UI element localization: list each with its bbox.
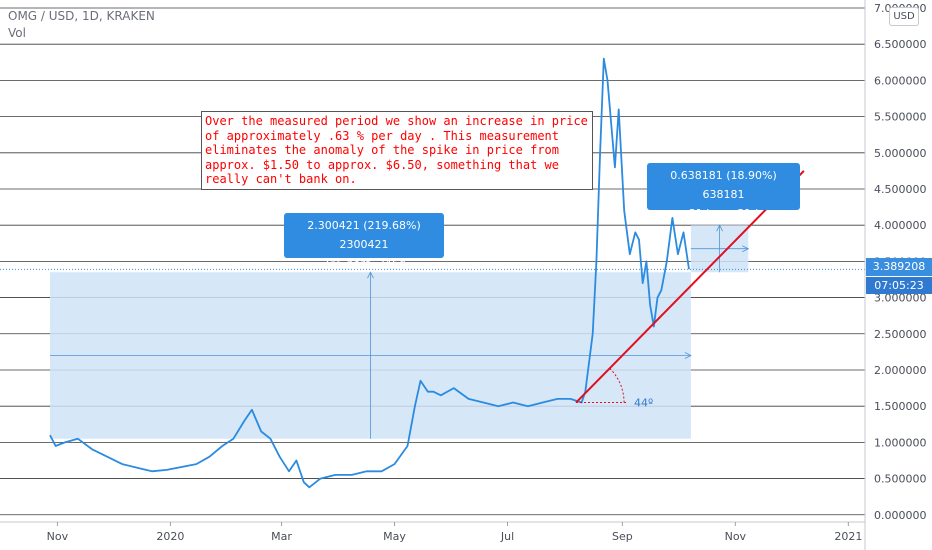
price-tick-label: 0.500000 bbox=[874, 473, 927, 486]
price-tick-label: 2.000000 bbox=[874, 364, 927, 377]
bar-countdown-tag: 07:05:23 bbox=[866, 277, 932, 294]
measure-change: 0.638181 (18.90%) 638181 bbox=[670, 169, 777, 201]
price-tick-label: 3.000000 bbox=[874, 292, 927, 305]
price-tick-label: 1.000000 bbox=[874, 436, 927, 449]
price-tick-label: 6.500000 bbox=[874, 38, 927, 51]
time-tick-label: Mar bbox=[271, 530, 292, 543]
currency-badge[interactable]: USD bbox=[889, 7, 919, 26]
angle-label: 44º bbox=[634, 397, 653, 410]
time-tick-label: Nov bbox=[725, 530, 747, 543]
last-price-tag: 3.389208 bbox=[866, 258, 932, 276]
text-annotation[interactable]: Over the measured period we show an incr… bbox=[201, 111, 593, 190]
volume-label: Vol bbox=[8, 26, 26, 40]
time-tick-label: Sep bbox=[612, 530, 633, 543]
price-tick-label: 4.500000 bbox=[874, 183, 927, 196]
symbol-title: OMG / USD, 1D, KRAKEN bbox=[8, 9, 155, 23]
price-tick-label: 0.000000 bbox=[874, 509, 927, 522]
price-tick-label: 6.000000 bbox=[874, 74, 927, 87]
time-axis[interactable]: Nov 2020 Mar May Jul Sep Nov 2021 bbox=[0, 521, 865, 543]
measure-label-recent[interactable]: 0.638181 (18.90%) 638181 31 bars, 31d bbox=[647, 163, 800, 220]
price-tick-label: 1.500000 bbox=[874, 400, 927, 413]
time-tick-label: Jul bbox=[500, 530, 514, 543]
time-tick-label: 2020 bbox=[156, 530, 184, 543]
measure-label-main[interactable]: 2.300421 (219.68%) 2300421 345 bars, 345… bbox=[284, 213, 444, 270]
price-line bbox=[49, 57, 690, 489]
range-arrowhead bbox=[716, 224, 723, 232]
measure-bars: 345 bars, 345d bbox=[322, 257, 406, 270]
range-arrowhead bbox=[684, 352, 692, 359]
measure-change: 2.300421 (219.68%) 2300421 bbox=[307, 219, 421, 251]
range-arrowhead bbox=[367, 271, 374, 279]
time-tick-label: Nov bbox=[47, 530, 69, 543]
price-series[interactable] bbox=[0, 57, 865, 489]
date-price-ranges bbox=[50, 224, 750, 439]
price-tick-label: 2.500000 bbox=[874, 328, 927, 341]
time-tick-label: 2021 bbox=[834, 530, 862, 543]
range-arrowhead bbox=[742, 245, 750, 253]
price-tick-label: 4.000000 bbox=[874, 219, 927, 232]
time-tick-label: May bbox=[383, 530, 406, 543]
price-tick-label: 5.000000 bbox=[874, 147, 927, 160]
price-tick-label: 5.500000 bbox=[874, 111, 927, 124]
measure-bars: 31 bars, 31d bbox=[688, 207, 759, 220]
